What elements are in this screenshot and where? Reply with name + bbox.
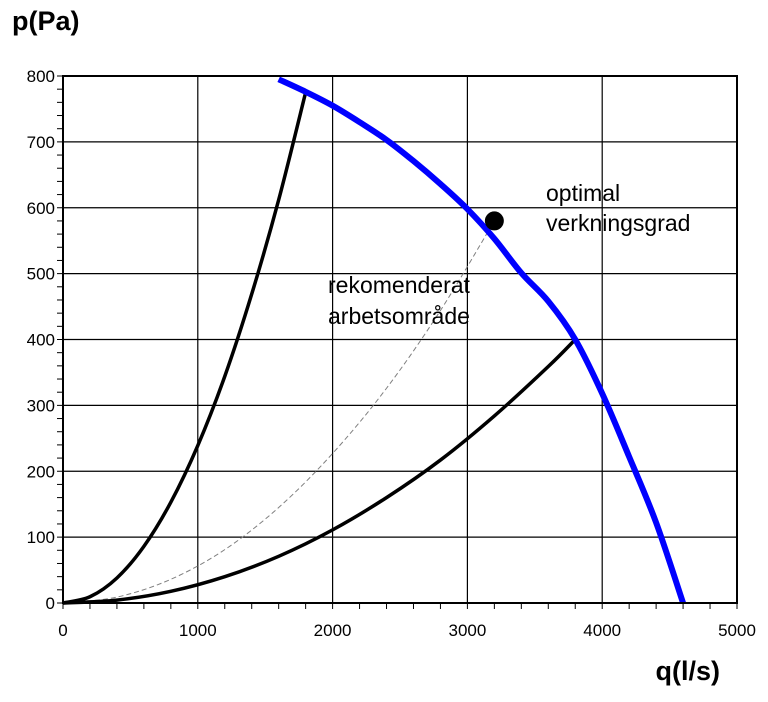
y-axis-title: p(Pa) <box>12 6 80 36</box>
x-tick-label: 4000 <box>583 621 621 640</box>
tick-labels: 0 1000 2000 3000 4000 5000 0 100 200 300 400 500 600… <box>27 67 756 640</box>
optimal-point-marker <box>484 211 504 231</box>
grid-lines <box>62 75 738 604</box>
y-tick-label: 400 <box>27 331 55 350</box>
x-tick-label: 1000 <box>179 621 217 640</box>
series-line-lower-system <box>62 338 577 605</box>
y-tick-label: 0 <box>46 594 55 613</box>
minor-ticks <box>57 75 738 609</box>
y-tick-label: 600 <box>27 199 55 218</box>
annotation-recommended-line2: arbetsområde <box>328 303 470 329</box>
y-tick-label: 300 <box>27 396 55 415</box>
x-tick-label: 2000 <box>314 621 352 640</box>
x-tick-label: 0 <box>58 621 67 640</box>
y-tick-label: 700 <box>27 133 55 152</box>
y-tick-label: 100 <box>27 528 55 547</box>
x-tick-label: 5000 <box>718 621 756 640</box>
series-line-upper-system <box>62 92 308 605</box>
y-tick-label: 200 <box>27 462 55 481</box>
y-tick-label: 800 <box>27 67 55 86</box>
annotation-recommended-line1: rekomenderat <box>328 272 471 298</box>
series-layer <box>62 76 686 605</box>
x-tick-label: 3000 <box>448 621 486 640</box>
plot-frame <box>62 75 738 604</box>
series-line-fan <box>277 76 686 604</box>
annotation-optimal-line2: verkningsgrad <box>546 210 690 236</box>
annotation-optimal-line1: optimal <box>546 180 620 206</box>
x-axis-title: q(l/s) <box>656 656 721 686</box>
series-line-optimal-system <box>62 220 495 604</box>
y-tick-label: 500 <box>27 265 55 284</box>
